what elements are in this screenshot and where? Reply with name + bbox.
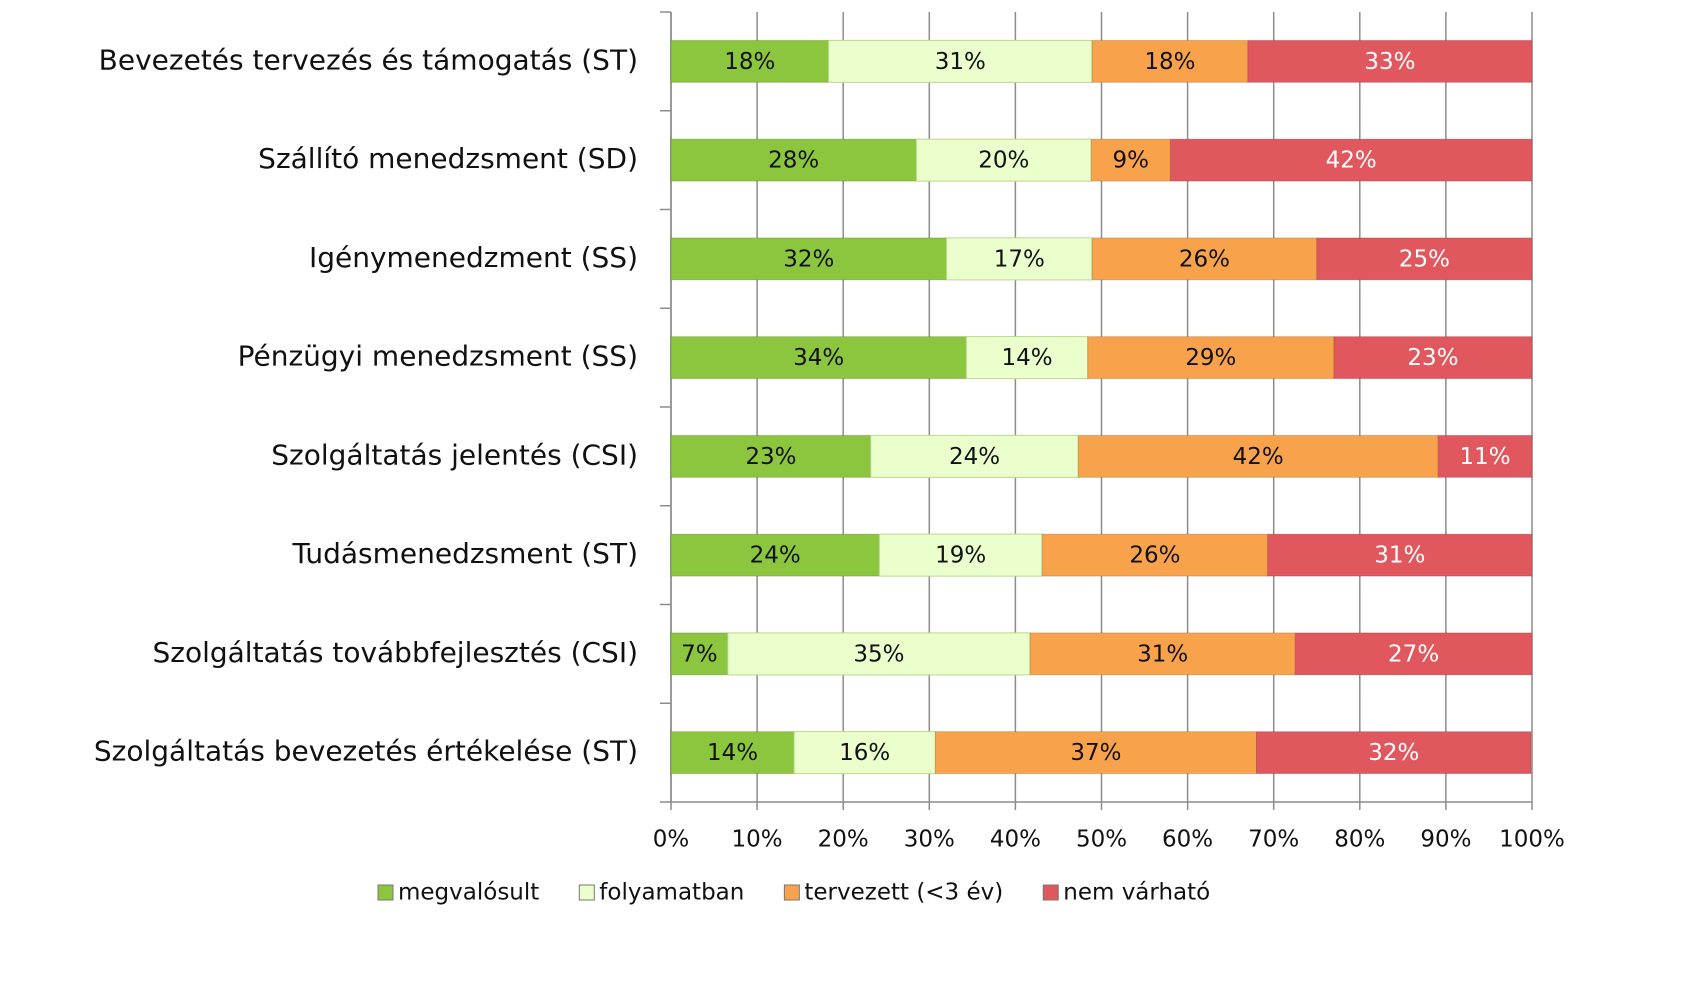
data-label: 31% [935,49,986,75]
x-tick-label: 40% [990,827,1041,853]
y-tick-label: Szolgáltatás bevezetés értékelése (ST) [94,735,638,768]
x-tick-label: 30% [904,827,955,853]
bar-segment [870,434,1079,478]
data-label: 32% [1368,740,1419,766]
legend-label: nem várható [1063,880,1210,906]
bar-segment [670,336,967,380]
data-label: 7% [681,641,718,667]
y-tick-label: Bevezetés tervezés és támogatás (ST) [99,43,638,76]
y-tick-label: Pénzügyi menedzsment (SS) [238,340,638,373]
data-label: 24% [949,444,1000,470]
bar-segment [1087,336,1335,380]
bar-segment [670,533,880,577]
legend-swatch [578,884,595,901]
y-tick-label: Szállító menedzsment (SD) [258,142,638,175]
data-label: 33% [1364,49,1415,75]
bar-segment [878,533,1043,577]
bar-segment [946,237,1093,281]
legend-swatch [783,884,800,901]
bar-segment [670,731,795,775]
data-label: 26% [1179,246,1230,272]
bar-segment [828,39,1093,83]
data-label: 16% [839,740,890,766]
bar-segment [1255,731,1532,775]
bar-segment [793,731,936,775]
legend-swatch [1042,884,1059,901]
data-label: 18% [724,49,775,75]
bar-segment [1316,237,1533,281]
bar-segment [1029,632,1296,676]
data-label: 26% [1129,543,1180,569]
x-tick-label: 100% [1499,827,1565,853]
data-label: 11% [1460,444,1511,470]
bar-segment [670,138,917,182]
legend-label: tervezett (<3 év) [804,880,1003,906]
x-tick-label: 10% [732,827,783,853]
data-label: 25% [1399,246,1450,272]
bar-segment [915,138,1092,182]
data-label: 19% [935,543,986,569]
data-label: 24% [750,543,801,569]
data-label: 35% [853,641,904,667]
data-label: 20% [978,148,1029,174]
x-tick-label: 80% [1334,827,1385,853]
y-tick-label: Szolgáltatás jelentés (CSI) [271,438,638,471]
x-tick-label: 70% [1248,827,1299,853]
bar-segment [1090,138,1171,182]
data-label: 31% [1374,543,1425,569]
bar-segment [1333,336,1533,380]
data-label: 23% [1407,345,1458,371]
data-label: 42% [1233,444,1284,470]
bar-segment [965,336,1089,380]
x-tick-label: 20% [818,827,869,853]
data-label: 42% [1326,148,1377,174]
data-label: 14% [707,740,758,766]
x-tick-label: 50% [1076,827,1127,853]
x-tick-label: 0% [653,827,690,853]
data-label: 18% [1144,49,1195,75]
data-label: 29% [1185,345,1236,371]
bar-segment [1091,39,1249,83]
bar-segment [1041,533,1269,577]
legend-label: megvalósult [398,880,539,906]
bar-segment [1169,138,1533,182]
bar-segment [1294,632,1533,676]
data-label: 9% [1113,148,1150,174]
x-tick-label: 60% [1162,827,1213,853]
y-tick-label: Szolgáltatás továbbfejlesztés (CSI) [152,636,638,669]
bar-segment [670,39,830,83]
bar-segment [934,731,1257,775]
bar-segment [1437,434,1533,478]
data-label: 34% [793,345,844,371]
bar-segment [1091,237,1318,281]
data-label: 23% [745,444,796,470]
y-tick-label: Tudásmenedzsment (ST) [291,537,638,570]
data-label: 32% [783,246,834,272]
data-label: 31% [1137,641,1188,667]
data-label: 17% [994,246,1045,272]
data-label: 14% [1001,345,1052,371]
bar-segment [1267,533,1533,577]
data-label: 27% [1388,641,1439,667]
data-label: 28% [768,148,819,174]
y-tick-label: Igénymenedzment (SS) [309,241,638,274]
legend-label: folyamatban [599,880,744,906]
bar-segment [1077,434,1439,478]
data-label: 37% [1070,740,1121,766]
bar-segment [670,632,729,676]
x-tick-label: 90% [1420,827,1471,853]
bar-segment [1247,39,1533,83]
legend-swatch [377,884,394,901]
